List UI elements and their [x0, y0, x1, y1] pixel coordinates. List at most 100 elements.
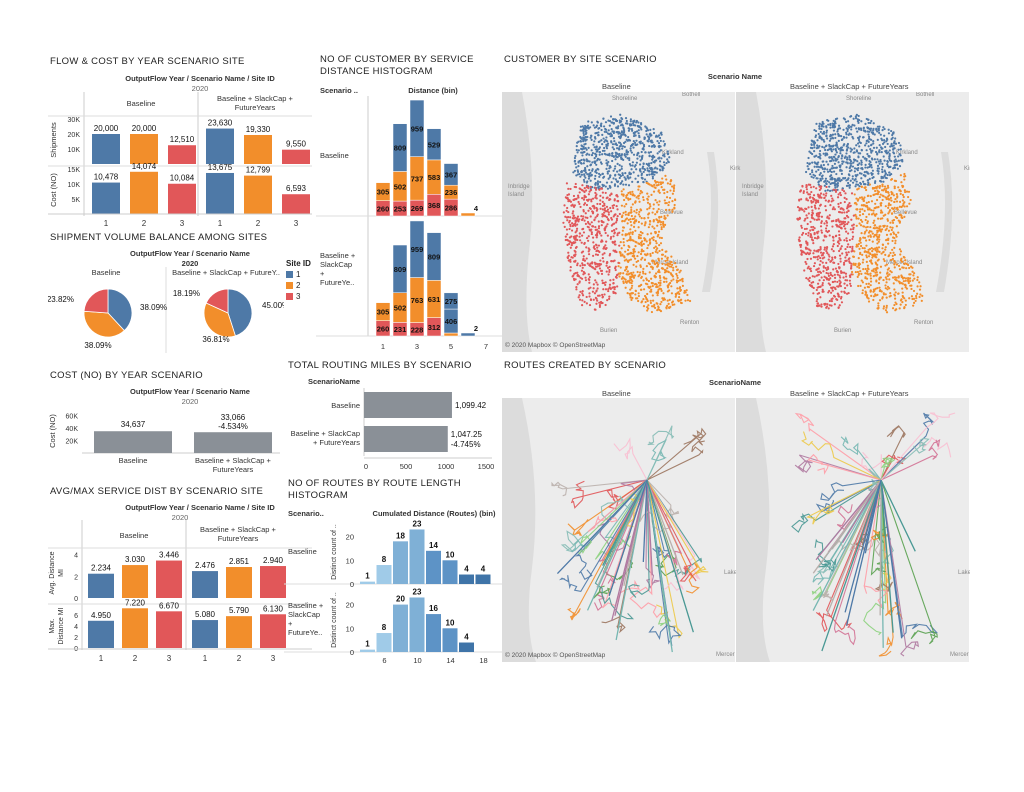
bar [192, 571, 218, 598]
data-label: 8 [382, 555, 387, 564]
bar-segment [392, 123, 408, 172]
axis-label: Cost (NO) [48, 414, 57, 448]
bar [156, 560, 182, 598]
data-label: 305 [377, 308, 390, 317]
map-place-label: Mercer [950, 652, 969, 658]
data-label: 1 [365, 572, 370, 581]
data-label: 13,675 [208, 163, 233, 172]
tick-label: 1 [203, 654, 208, 663]
route-spoke [602, 479, 648, 566]
column-header: Scenario.. [288, 509, 324, 518]
bar [122, 608, 148, 648]
data-label: 2.940 [263, 556, 284, 565]
tick-label: Baseline [119, 456, 148, 465]
scenario-header: Baseline + SlackCap + FutureY.. [172, 268, 280, 277]
map-place-label: Burien [600, 328, 617, 334]
customer-map-header: Scenario Name [707, 72, 763, 81]
data-label: 809 [428, 252, 441, 261]
scenario-header: Baseline [120, 531, 149, 540]
map-place-label: Inbridge [742, 184, 764, 190]
pie-slice [107, 288, 133, 332]
data-label: 231 [394, 325, 407, 334]
bar [393, 541, 408, 584]
tick-label: 2 [237, 654, 242, 663]
pie-slice [203, 302, 236, 338]
bar [376, 565, 392, 584]
scenario-header: Baseline + SlackCap + [217, 94, 293, 103]
route-spoke [864, 479, 882, 554]
legend-item-site-1[interactable]: 1 [286, 269, 311, 280]
map-place-label: Bothell [916, 92, 934, 98]
bar-segment [409, 220, 425, 278]
data-label: 2.851 [229, 557, 250, 566]
data-label: 4.950 [91, 611, 112, 620]
data-label: 19,330 [246, 125, 271, 134]
bar-segment [443, 332, 459, 337]
tick-label: 3 [415, 342, 419, 351]
routing-miles-title: TOTAL ROUTING MILES BY SCENARIO [288, 360, 472, 371]
axis-label: Distinct count of .. [331, 524, 338, 580]
data-label: 5.080 [195, 610, 216, 619]
service-dist-chart: Baseline Baseline + SlackCap + FutureYears… [48, 520, 312, 663]
data-label: 1,047.25 [451, 430, 483, 439]
tick-label: 10 [346, 624, 354, 633]
route-spoke [556, 479, 648, 574]
bar [130, 171, 158, 214]
data-label: 18 [396, 531, 405, 540]
pie-slice [83, 310, 125, 338]
data-label: 631 [428, 295, 441, 304]
map-place-label: Burien [834, 328, 851, 334]
data-label: 10,084 [170, 174, 195, 183]
row-header: Baseline + SlackCap + FutureYears [291, 429, 361, 447]
map-place-label: Bellevue [660, 210, 684, 216]
volume-balance-year: 2020 [181, 259, 199, 268]
map-land [736, 92, 970, 352]
data-label: 959 [411, 124, 424, 133]
route-spoke [812, 479, 882, 574]
legend-item-site-2[interactable]: 2 [286, 280, 311, 291]
row-header: Baseline [320, 151, 349, 160]
bar-segment [460, 332, 476, 337]
routes-map-scenario-1: Baseline [602, 389, 631, 398]
bar [206, 172, 234, 214]
bar [376, 633, 392, 652]
axis-label: Max. Distance MI [49, 607, 65, 644]
legend-item-site-3[interactable]: 3 [286, 291, 311, 302]
data-label: 763 [411, 296, 424, 305]
data-label: 305 [377, 188, 390, 197]
route-spoke [646, 479, 684, 576]
tick-label: 14 [446, 656, 454, 665]
axis-label: Cost (NO) [49, 173, 58, 207]
bar-segment [460, 212, 476, 217]
customer-hist-title: NO OF CUSTOMER BY SERVICE DISTANCE HISTO… [320, 54, 474, 77]
routes-map-header: ScenarioName [708, 378, 762, 387]
data-label: 10 [446, 618, 455, 627]
tick-label: 20K [68, 132, 81, 139]
pie-slice [83, 288, 109, 314]
scenario-header: Baseline [127, 99, 156, 108]
data-label: 809 [394, 265, 407, 274]
data-label: 14,074 [132, 162, 157, 171]
data-label: 2.234 [91, 564, 112, 573]
route-spoke [821, 479, 882, 652]
bar [409, 597, 425, 652]
bar [156, 611, 182, 648]
routes-map[interactable]: Mercer Lake Mercer Lake © 2020 Mapbox © Ope… [502, 398, 970, 662]
row-header: Baseline + SlackCap + FutureYe.. [288, 601, 324, 637]
data-label: 20 [396, 595, 405, 604]
route-spoke [642, 479, 648, 563]
bar [393, 604, 408, 652]
tick-label: 1 [381, 342, 385, 351]
customer-map[interactable]: Shoreline Bothell Kirkland Kirk Bellevue Merc… [502, 92, 970, 352]
service-dist-header: OutputFlow Year / Scenario Name / Site I… [125, 503, 275, 512]
tick-label: 10K [68, 182, 81, 189]
route-spoke [880, 479, 894, 633]
map-water [936, 152, 953, 292]
data-label: 10,478 [94, 173, 119, 182]
row-header: Baseline [288, 547, 317, 556]
map-water [502, 398, 536, 662]
data-label: 269 [411, 204, 424, 213]
bar-segment [443, 163, 459, 186]
tick-label: 20 [346, 533, 354, 542]
bar-segment [426, 232, 442, 281]
